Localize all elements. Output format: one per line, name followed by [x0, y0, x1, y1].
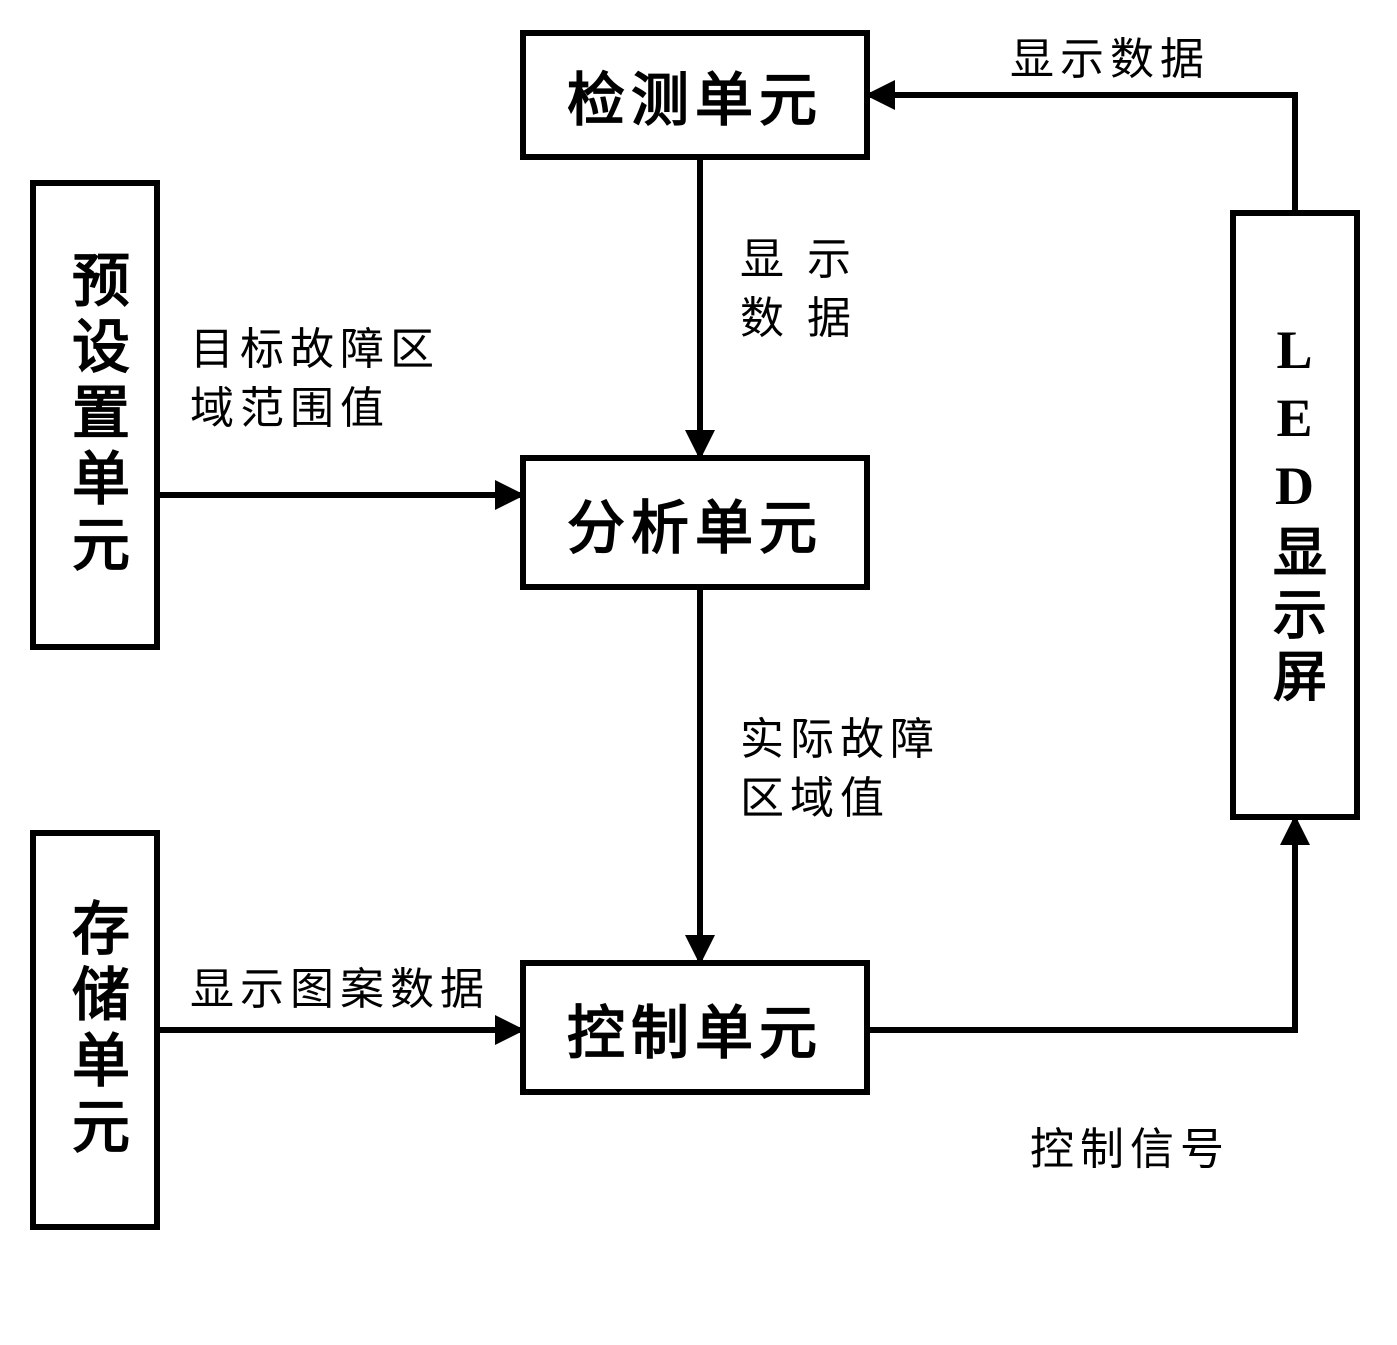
- label-storage-to-control: 显示图案数据: [190, 960, 490, 1019]
- node-control: 控制单元: [520, 960, 870, 1095]
- node-detect: 检测单元: [520, 30, 870, 160]
- label-control-to-led: 控制信号: [1030, 1120, 1230, 1179]
- label-led-to-detect: 显示数据: [1010, 30, 1210, 89]
- node-storage-label: 存储单元: [53, 898, 137, 1162]
- node-led-label: LED显示屏: [1256, 320, 1335, 710]
- node-storage: 存储单元: [30, 830, 160, 1230]
- edge-led-to-detect: [870, 95, 1295, 210]
- node-analyze: 分析单元: [520, 455, 870, 590]
- node-analyze-label: 分析单元: [567, 481, 823, 565]
- edge-control-to-led: [870, 820, 1295, 1030]
- node-detect-label: 检测单元: [567, 53, 823, 137]
- node-led: LED显示屏: [1230, 210, 1360, 820]
- node-preset-label: 预设置单元: [53, 250, 137, 580]
- label-preset-to-analyze: 目标故障区 域范围值: [190, 320, 440, 439]
- node-preset: 预设置单元: [30, 180, 160, 650]
- label-detect-to-analyze: 显 示 数 据: [740, 230, 857, 349]
- label-analyze-to-control: 实际故障 区域值: [740, 710, 940, 829]
- node-control-label: 控制单元: [567, 986, 823, 1070]
